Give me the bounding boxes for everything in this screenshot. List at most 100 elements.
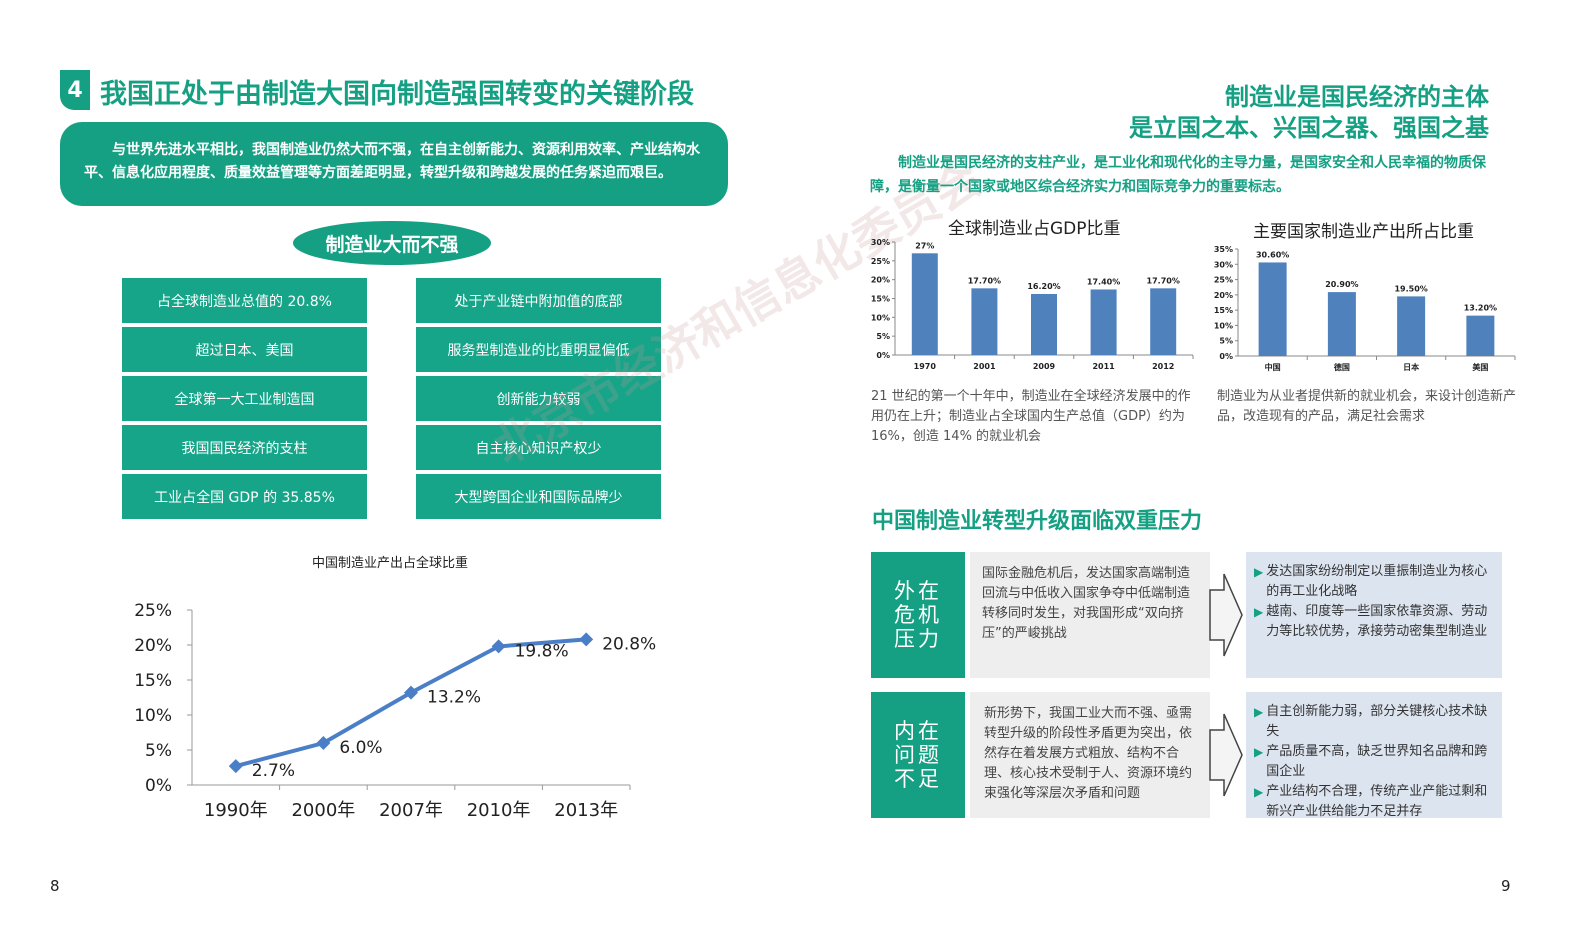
left-page-title: 我国正处于由制造大国向制造强国转变的关键阶段 — [100, 79, 694, 110]
weakness-cell: 创新能力较弱 — [416, 376, 661, 421]
data-label: 17.70% — [968, 276, 1001, 285]
data-label: 20.90% — [1325, 280, 1358, 289]
line-chart: 0% 5% 10% 15% 20% 25% 1990年 2000年 2007年 2010年 2013… — [134, 601, 656, 821]
data-point — [579, 632, 594, 647]
data-point — [404, 685, 418, 700]
y-tick-label: 20% — [134, 636, 172, 656]
chart-note-2: 制造业为从业者提供新的就业机会，来设计创造新产品，改造现有的产品，满足社会需求 — [1217, 389, 1517, 424]
bar-chart-gdp-share: 0% 5% 10% 15% 20% 25% 30% 27% 1970 17.70% 2001 16.2… — [871, 238, 1194, 371]
x-tick-label: 2001 — [973, 362, 996, 371]
left-page-number: 8 — [50, 877, 60, 895]
x-tick-label: 德国 — [1334, 362, 1350, 372]
label-line: 压力 — [894, 627, 942, 651]
x-tick-label: 2011 — [1092, 362, 1115, 371]
result-item: ▶ 越南、印度等一些国家依靠资源、劳动力等比较优势，承接劳动密集型制造业 — [1254, 602, 1494, 642]
x-tick-label: 1990年 — [204, 800, 268, 821]
y-tick-label: 5% — [145, 741, 172, 761]
strength-cell: 全球第一大工业制造国 — [122, 376, 367, 421]
result-item: ▶ 产品质量不高，缺乏世界知名品牌和跨国企业 — [1254, 742, 1494, 782]
y-tick-label: 10% — [871, 313, 890, 322]
data-label: 27% — [915, 241, 934, 250]
data-point — [491, 639, 506, 654]
x-tick-label: 2000年 — [291, 800, 355, 821]
data-label: 17.40% — [1087, 277, 1120, 286]
y-tick-label: 25% — [1214, 276, 1233, 285]
data-label: 17.70% — [1147, 276, 1180, 285]
bar — [1397, 296, 1426, 356]
bar — [1327, 292, 1356, 356]
result-item: ▶ 自主创新能力弱，部分关键核心技术缺失 — [1254, 702, 1494, 742]
x-tick-label: 美国 — [1472, 362, 1488, 372]
data-label: 30.60% — [1256, 250, 1289, 259]
label-line: 内在 — [894, 719, 942, 743]
pressure-label-external: 外在 危机 压力 — [871, 552, 965, 678]
label-line: 问题 — [894, 743, 942, 767]
bar — [971, 288, 998, 355]
x-tick-label: 2013年 — [554, 800, 618, 821]
triangle-bullet-icon: ▶ — [1254, 785, 1264, 799]
data-point — [316, 736, 331, 750]
strength-cell: 工业占全国 GDP 的 35.85% — [122, 474, 367, 519]
y-tick-label: 10% — [1214, 321, 1233, 330]
right-page-title-line2: 是立国之本、兴国之器、强国之基 — [1129, 114, 1489, 142]
result-item: ▶ 发达国家纷纷制定以重振制造业为核心的再工业化战略 — [1254, 562, 1494, 602]
data-label: 6.0% — [339, 738, 382, 758]
x-tick-label: 2010年 — [467, 800, 531, 821]
y-tick-label: 0% — [1219, 352, 1233, 361]
y-tick-label: 25% — [871, 257, 890, 266]
data-label: 19.8% — [515, 641, 569, 661]
strength-cell: 占全球制造业总值的 20.8% — [122, 278, 367, 323]
triangle-bullet-icon: ▶ — [1254, 605, 1264, 619]
y-tick-label: 15% — [1214, 306, 1233, 315]
result-item: ▶ 产业结构不合理，传统产业产能过剩和新兴产业供给能力不足并存 — [1254, 782, 1494, 822]
left-intro-box: 与世界先进水平相比，我国制造业仍然大而不强，在自主创新能力、资源利用效率、产业结… — [60, 122, 728, 206]
x-tick-label: 1970 — [914, 362, 937, 371]
triangle-bullet-icon: ▶ — [1254, 705, 1264, 719]
weakness-cell: 自主核心知识产权少 — [416, 425, 661, 470]
y-tick-label: 35% — [1214, 245, 1233, 254]
summary-pill: 制造业大而不强 — [293, 221, 491, 265]
pressure-section-title: 中国制造业转型升级面临双重压力 — [872, 509, 1203, 534]
strength-cell: 超过日本、美国 — [122, 327, 367, 372]
data-label: 13.20% — [1464, 304, 1497, 313]
right-intro-text: 制造业是国民经济的支柱产业，是工业化和现代化的主导力量，是国家安全和人民幸福的物… — [870, 155, 1486, 195]
right-arrow-icon — [1209, 573, 1243, 657]
bar-chart-1-title: 全球制造业占GDP比重 — [948, 219, 1121, 239]
y-tick-label: 10% — [134, 706, 172, 726]
data-label: 13.2% — [427, 688, 481, 708]
bar — [1090, 289, 1117, 355]
bar — [1258, 262, 1287, 356]
bar-chart-2-title: 主要国家制造业产出所占比重 — [1253, 222, 1474, 242]
pressure-results-internal: ▶ 自主创新能力弱，部分关键核心技术缺失 ▶ 产品质量不高，缺乏世界知名品牌和跨国企… — [1246, 692, 1502, 819]
data-label: 19.50% — [1394, 284, 1427, 293]
y-tick-label: 15% — [134, 671, 172, 691]
chart-note-1: 21 世纪的第一个十年中，制造业在全球经济发展中的作用仍在上升；制造业占全球国内… — [871, 389, 1191, 444]
x-tick-label: 2012 — [1152, 362, 1174, 371]
right-page-title-line1: 制造业是国民经济的主体 — [1225, 83, 1489, 111]
y-tick-label: 30% — [871, 238, 890, 247]
section-number-badge: 4 — [60, 70, 90, 110]
triangle-bullet-icon: ▶ — [1254, 565, 1264, 579]
label-line: 不足 — [894, 767, 942, 791]
weakness-cell: 大型跨国企业和国际品牌少 — [416, 474, 661, 519]
y-tick-label: 0% — [145, 776, 172, 796]
bar — [1466, 315, 1495, 356]
data-label: 2.7% — [252, 761, 295, 781]
triangle-bullet-icon: ▶ — [1254, 745, 1264, 759]
y-tick-label: 0% — [876, 351, 890, 360]
bar-chart-country-share: 0% 5% 10% 15% 20% 25% 30% 35% 30.60% 中国 20.90% 德国 19… — [1214, 245, 1516, 372]
y-tick-label: 15% — [871, 295, 890, 304]
data-point — [228, 759, 243, 774]
pressure-desc-external: 国际金融危机后，发达国家高端制造回流与中低收入国家争夺中低端制造转移同时发生，对… — [970, 552, 1210, 678]
y-tick-label: 5% — [876, 332, 890, 341]
y-tick-label: 30% — [1214, 260, 1233, 269]
bar — [1150, 288, 1177, 355]
bar — [911, 253, 938, 355]
y-tick-label: 20% — [871, 276, 890, 285]
pressure-results-external: ▶ 发达国家纷纷制定以重振制造业为核心的再工业化战略 ▶ 越南、印度等一些国家依靠资… — [1246, 552, 1502, 678]
data-label: 20.8% — [602, 634, 656, 654]
right-page-number: 9 — [1501, 877, 1511, 895]
x-tick-label: 2007年 — [379, 800, 443, 821]
strength-cell: 我国国民经济的支柱 — [122, 425, 367, 470]
weakness-cell: 服务型制造业的比重明显偏低 — [416, 327, 661, 372]
